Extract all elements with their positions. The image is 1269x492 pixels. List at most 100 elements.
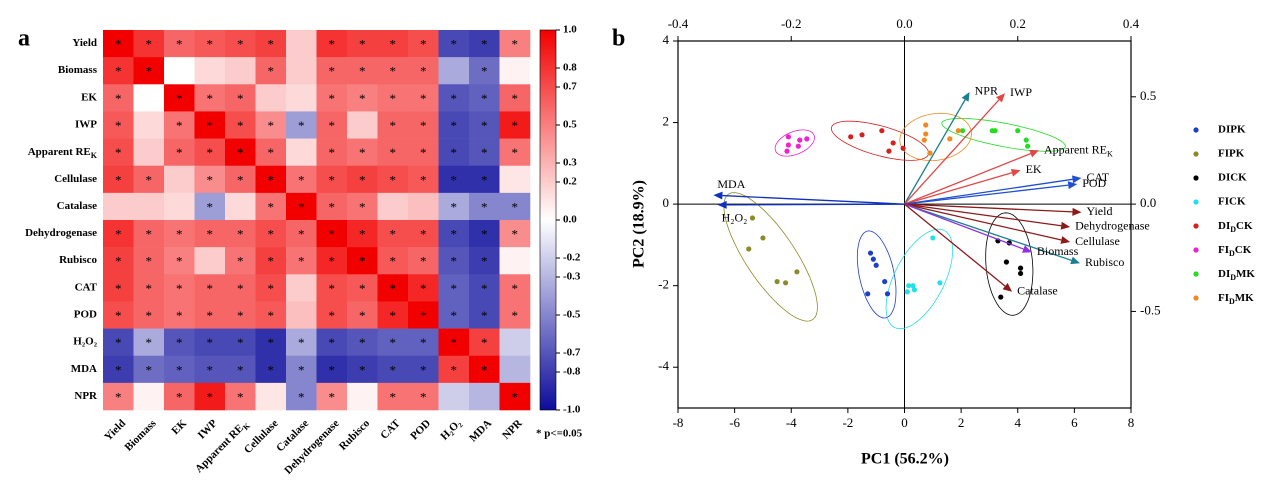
cell [499, 138, 531, 167]
column-label: POD [408, 417, 433, 442]
significance: * [298, 389, 305, 404]
cell [255, 192, 287, 221]
column-label: H₂O₂ [438, 417, 464, 443]
significance: * [146, 254, 153, 269]
cell [316, 30, 348, 58]
cell [133, 355, 165, 384]
significance: * [329, 145, 336, 160]
significance: * [207, 389, 214, 404]
cell [194, 247, 226, 275]
cell [194, 192, 226, 221]
point [947, 136, 953, 142]
arrow-head [1060, 221, 1071, 230]
colorbar-tick-label: -0.8 [563, 366, 581, 378]
cell [225, 355, 256, 384]
significance: * [115, 64, 122, 79]
cell [499, 57, 531, 85]
cell [164, 138, 195, 167]
significance: * [115, 145, 122, 160]
cell [316, 274, 348, 302]
label-part: DI [1218, 220, 1230, 232]
significance: * [451, 308, 458, 323]
loading-label: IWP [1010, 85, 1032, 99]
significance: * [207, 281, 214, 296]
cell [103, 220, 134, 248]
confidence-ellipse [899, 112, 972, 162]
loading-arrow [904, 203, 1073, 213]
row-label: IWP [75, 119, 97, 131]
cell [408, 382, 439, 411]
point [867, 250, 874, 256]
colorbar-tick-label: -0.7 [563, 347, 581, 359]
label-part: FI [1218, 292, 1229, 304]
cell [499, 84, 531, 112]
cell [225, 220, 256, 248]
biplot: -8 -6 -4 -2 0 2 4 6 8 -0.4 -0.2 0.0 0.2 0.4 -4 -2 0 2 4 0.5… [658, 16, 1255, 430]
cell [499, 247, 531, 275]
point [782, 280, 789, 286]
cell [438, 220, 470, 248]
significance: * [329, 118, 336, 133]
significance: * [512, 199, 519, 214]
loading-arrow [904, 203, 1072, 261]
significance: * [146, 227, 153, 242]
cell [194, 84, 226, 112]
confidence-ellipse [831, 120, 930, 161]
significance: * [451, 281, 458, 296]
legend-label: DIDMK [1218, 268, 1255, 283]
point [998, 294, 1004, 300]
significance: * [207, 335, 214, 350]
legend-label: DIDCK [1218, 220, 1253, 235]
loading-label: NPR [975, 84, 998, 98]
y2-tick-label: 0.5 [1140, 88, 1156, 103]
cell [194, 57, 226, 85]
significance: * [420, 37, 427, 52]
column-label: CAT [378, 417, 403, 442]
significance: * [115, 172, 122, 187]
loading-label: Catalase [1017, 284, 1058, 298]
column-label: Yield [102, 417, 128, 443]
significance: * [176, 389, 183, 404]
colorbar-tick-label: -0.2 [563, 252, 581, 264]
cell [164, 301, 195, 329]
point [1025, 143, 1031, 149]
cell [438, 382, 470, 411]
significance: * [512, 91, 519, 106]
arrow-head [1022, 245, 1032, 253]
cell [194, 274, 226, 302]
significance: * [329, 64, 336, 79]
cell [286, 220, 317, 248]
label-part: K [91, 151, 98, 160]
significance: * [420, 362, 427, 377]
cell [408, 274, 439, 302]
significance: * [481, 145, 488, 160]
point [1017, 265, 1024, 271]
significance: * [237, 227, 244, 242]
cell [377, 138, 409, 167]
plot-area [723, 112, 1066, 330]
legend-marker [1193, 175, 1199, 181]
row-label: H₂O₂ [73, 336, 97, 348]
significance: * [176, 227, 183, 242]
cell [286, 30, 317, 58]
legend-label: FIPK [1218, 148, 1245, 160]
significance: * [481, 37, 488, 52]
significance: * [420, 254, 427, 269]
significance: * [268, 227, 275, 242]
significance: * [390, 91, 397, 106]
significance: * [329, 199, 336, 214]
legend-label: FICK [1218, 196, 1246, 208]
column-label: MDA [467, 417, 494, 444]
significance: * [207, 227, 214, 242]
row-label: Biomass [58, 64, 98, 76]
cell [438, 138, 470, 167]
point [927, 150, 933, 156]
cell [316, 328, 348, 357]
x-tick-label: 4 [1015, 415, 1022, 430]
y-tick-label: 2 [663, 114, 670, 129]
cell [103, 30, 134, 58]
cell [438, 355, 470, 384]
y-tick-label: 4 [663, 32, 670, 47]
significance: * [329, 362, 336, 377]
significance: * [481, 254, 488, 269]
